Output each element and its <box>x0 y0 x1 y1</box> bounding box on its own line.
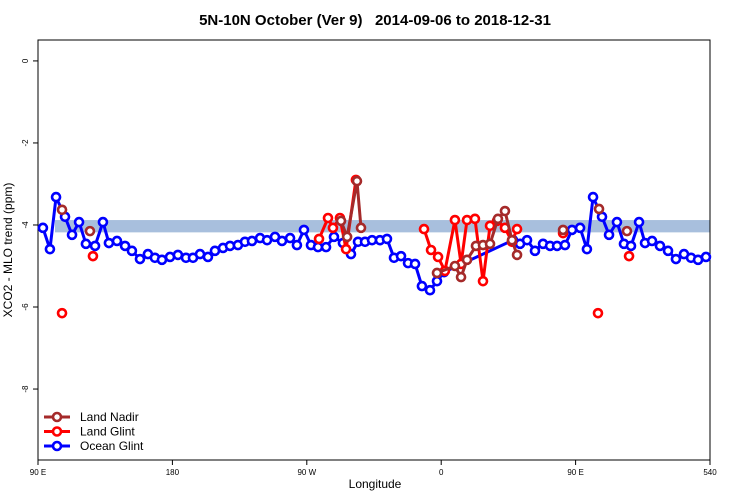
data-point <box>611 216 623 228</box>
data-point <box>119 240 131 252</box>
data-point <box>341 231 353 243</box>
data-point <box>521 234 533 246</box>
x-axis-label: Longitude <box>349 477 402 491</box>
y-tick-label: -8 <box>21 385 30 393</box>
data-point <box>484 220 496 232</box>
data-point <box>56 204 68 216</box>
data-point <box>66 229 78 241</box>
data-point <box>44 243 56 255</box>
data-point <box>103 237 115 249</box>
legend-label: Land Nadir <box>80 410 139 424</box>
x-tick-label: 180 <box>166 468 180 477</box>
data-point <box>320 241 332 253</box>
data-point <box>409 258 421 270</box>
data-point <box>700 251 712 263</box>
data-point <box>97 216 109 228</box>
data-point <box>313 233 325 245</box>
data-point <box>592 307 604 319</box>
x-tick-label: 0 <box>439 468 444 477</box>
data-point <box>587 191 599 203</box>
data-point <box>327 222 339 234</box>
x-tick-label: 90 E <box>30 468 46 477</box>
data-point <box>351 175 363 187</box>
plot-frame <box>37 39 711 461</box>
data-point <box>381 233 393 245</box>
data-point <box>449 214 461 226</box>
data-point <box>633 216 645 228</box>
data-point <box>298 224 310 236</box>
data-point <box>559 239 571 251</box>
data-point <box>557 224 569 236</box>
data-point <box>484 238 496 250</box>
data-point <box>511 223 523 235</box>
data-point <box>202 251 214 263</box>
data-point <box>424 284 436 296</box>
data-point <box>469 213 481 225</box>
data-point <box>340 243 352 255</box>
data-point <box>449 260 461 272</box>
data-point <box>646 235 658 247</box>
data-point <box>499 205 511 217</box>
data-point <box>662 245 674 257</box>
data-point <box>56 307 68 319</box>
data-point <box>84 225 96 237</box>
data-point <box>425 244 437 256</box>
legend-label: Ocean Glint <box>80 439 144 453</box>
data-point <box>603 229 615 241</box>
data-point <box>593 203 605 215</box>
data-point <box>89 240 101 252</box>
y-tick-label: -6 <box>21 303 30 311</box>
x-tick-label: 90 W <box>297 468 316 477</box>
data-point <box>395 250 407 262</box>
data-point <box>477 275 489 287</box>
data-point <box>581 243 593 255</box>
reference-band <box>55 220 710 233</box>
data-point <box>654 240 666 252</box>
chart-title: 5N-10N October (Ver 9) 2014-09-06 to 201… <box>199 12 551 29</box>
data-point <box>621 225 633 237</box>
data-point <box>506 234 518 246</box>
data-point <box>670 253 682 265</box>
data-point <box>623 250 635 262</box>
data-point <box>511 249 523 261</box>
y-tick-label: -2 <box>21 139 30 147</box>
data-point <box>431 267 443 279</box>
data-point <box>432 251 444 263</box>
data-point <box>355 222 367 234</box>
data-point <box>126 245 138 257</box>
legend-marker <box>51 440 63 452</box>
data-point <box>111 235 123 247</box>
y-tick-label: 0 <box>21 58 30 63</box>
data-point <box>492 213 504 225</box>
data-point <box>322 212 334 224</box>
legend-marker <box>51 426 63 437</box>
x-tick-label: 90 E <box>567 468 583 477</box>
legend-label: Land Glint <box>80 425 135 439</box>
data-point <box>335 215 347 227</box>
data-point <box>416 280 428 292</box>
data-point <box>37 222 49 234</box>
data-point <box>431 275 443 287</box>
y-tick-label: -4 <box>21 221 30 229</box>
data-point <box>529 245 541 257</box>
data-point <box>566 224 578 236</box>
data-point <box>80 238 92 250</box>
data-point <box>418 223 430 235</box>
data-point <box>461 254 473 266</box>
data-point <box>625 240 637 252</box>
x-tick-label: 540 <box>703 468 717 477</box>
data-point <box>134 253 146 265</box>
data-point <box>455 271 467 283</box>
y-axis-label: XCO2 - MLO trend (ppm) <box>1 183 15 318</box>
data-point <box>574 222 586 234</box>
data-point <box>328 231 340 243</box>
legend-marker <box>51 411 63 423</box>
data-point <box>87 250 99 262</box>
data-point <box>73 216 85 228</box>
data-point <box>284 232 296 244</box>
data-point <box>291 239 303 251</box>
data-point <box>50 191 62 203</box>
